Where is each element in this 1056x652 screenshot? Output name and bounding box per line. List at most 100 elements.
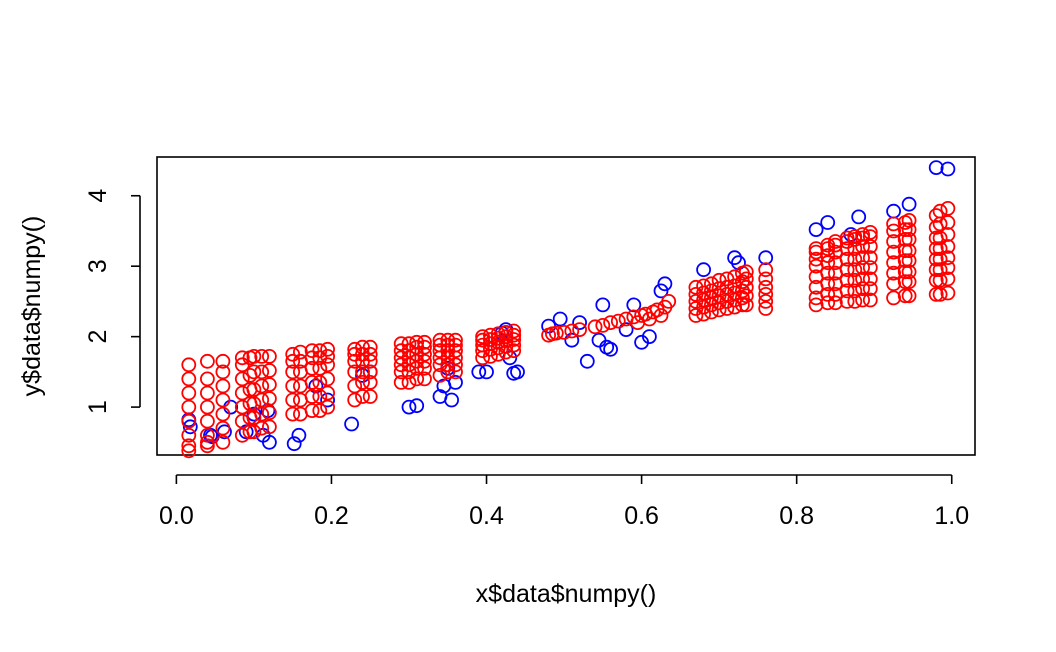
data-point-series-2 (362, 364, 378, 380)
data-point-series-2 (401, 336, 417, 352)
data-point-series-2 (417, 353, 432, 369)
data-point-series-2 (901, 222, 917, 238)
data-point-series-2 (355, 389, 370, 404)
data-point-series-2 (234, 371, 250, 387)
data-point-series-2 (401, 350, 417, 366)
data-point-series-2 (312, 389, 328, 404)
data-point-series-2 (886, 216, 901, 232)
data-point-series-2 (603, 315, 618, 331)
data-point-series-2 (886, 276, 901, 292)
data-point-series-1 (182, 419, 198, 435)
data-point-series-2 (448, 343, 463, 359)
y-tick-label: 2 (84, 330, 112, 344)
data-point-series-2 (417, 346, 432, 362)
data-point-series-2 (932, 203, 948, 219)
data-point-series-2 (320, 385, 336, 401)
data-point-series-2 (932, 262, 948, 278)
data-point-series-2 (362, 389, 378, 404)
data-point-series-2 (261, 363, 277, 378)
data-point-series-2 (839, 262, 855, 278)
data-point-series-2 (355, 374, 370, 390)
data-point-series-2 (886, 265, 901, 281)
data-point-series-2 (355, 364, 370, 380)
data-point-series-2 (362, 374, 378, 390)
data-point-series-2 (855, 239, 870, 254)
data-point-series-1 (572, 315, 587, 331)
data-point-series-2 (199, 385, 215, 401)
data-point-series-2 (886, 223, 901, 239)
data-point-series-1 (696, 262, 711, 278)
data-point-series-1 (940, 161, 956, 177)
data-point-series-2 (847, 283, 863, 299)
data-point-series-2 (215, 364, 231, 380)
data-point-series-2 (820, 255, 836, 271)
data-point-series-1 (471, 364, 487, 380)
data-point-series-2 (320, 399, 336, 415)
data-point-series-1 (401, 399, 417, 415)
data-point-series-2 (181, 371, 197, 387)
data-point-series-2 (246, 364, 262, 380)
data-point-series-2 (285, 392, 301, 408)
data-point-series-2 (401, 343, 417, 359)
data-point-series-2 (432, 367, 448, 383)
data-point-series-2 (347, 364, 363, 380)
data-point-series-2 (847, 293, 863, 309)
data-point-series-2 (246, 396, 262, 412)
data-point-series-2 (758, 293, 774, 309)
data-point-series-2 (847, 272, 863, 288)
data-point-series-2 (285, 378, 301, 394)
data-point-series-2 (312, 403, 328, 419)
data-point-series-2 (688, 308, 704, 323)
data-point-series-2 (181, 357, 197, 373)
data-point-series-2 (862, 250, 878, 266)
data-point-series-2 (886, 255, 901, 271)
data-point-series-2 (215, 392, 231, 408)
data-point-series-2 (940, 285, 956, 301)
data-point-series-2 (417, 371, 432, 387)
data-point-series-2 (735, 297, 750, 313)
data-point-series-2 (181, 413, 197, 429)
data-point-series-2 (347, 341, 363, 357)
data-point-series-2 (653, 308, 669, 323)
x-tick-label: 1.0 (934, 502, 969, 530)
y-tick-label: 3 (84, 259, 112, 273)
data-point-series-2 (901, 231, 917, 247)
data-point-series-2 (828, 295, 843, 311)
data-point-series-2 (320, 357, 336, 373)
data-point-series-2 (304, 374, 320, 390)
data-point-series-2 (506, 337, 522, 353)
data-point-series-2 (940, 271, 956, 287)
data-point-series-2 (862, 281, 878, 297)
data-point-series-2 (897, 222, 913, 238)
data-point-series-1 (308, 378, 324, 394)
data-point-series-2 (758, 279, 774, 295)
data-point-series-2 (862, 292, 878, 308)
data-point-series-2 (862, 239, 878, 254)
data-point-series-2 (254, 348, 270, 364)
data-point-series-2 (285, 406, 301, 422)
data-point-series-2 (181, 399, 197, 415)
data-point-series-1 (928, 160, 944, 176)
data-point-series-2 (254, 378, 270, 394)
data-point-series-2 (704, 283, 719, 299)
data-point-series-2 (215, 434, 231, 450)
data-point-series-2 (738, 264, 754, 280)
data-point-series-2 (940, 239, 956, 254)
data-point-series-2 (199, 427, 215, 443)
data-point-series-2 (855, 271, 870, 287)
data-point-series-2 (855, 250, 870, 266)
data-point-series-2 (181, 438, 197, 454)
data-point-series-2 (312, 374, 328, 390)
data-point-series-2 (696, 299, 711, 315)
data-point-series-1 (320, 392, 336, 408)
data-point-series-2 (855, 281, 870, 297)
data-point-series-2 (758, 271, 774, 287)
data-point-series-2 (254, 420, 270, 436)
data-point-series-2 (448, 332, 463, 348)
data-point-series-2 (199, 413, 215, 429)
data-point-series-2 (215, 420, 231, 436)
data-point-series-2 (932, 272, 948, 288)
data-point-series-2 (417, 334, 432, 350)
data-point-series-1 (595, 297, 611, 313)
data-point-series-2 (886, 234, 901, 249)
